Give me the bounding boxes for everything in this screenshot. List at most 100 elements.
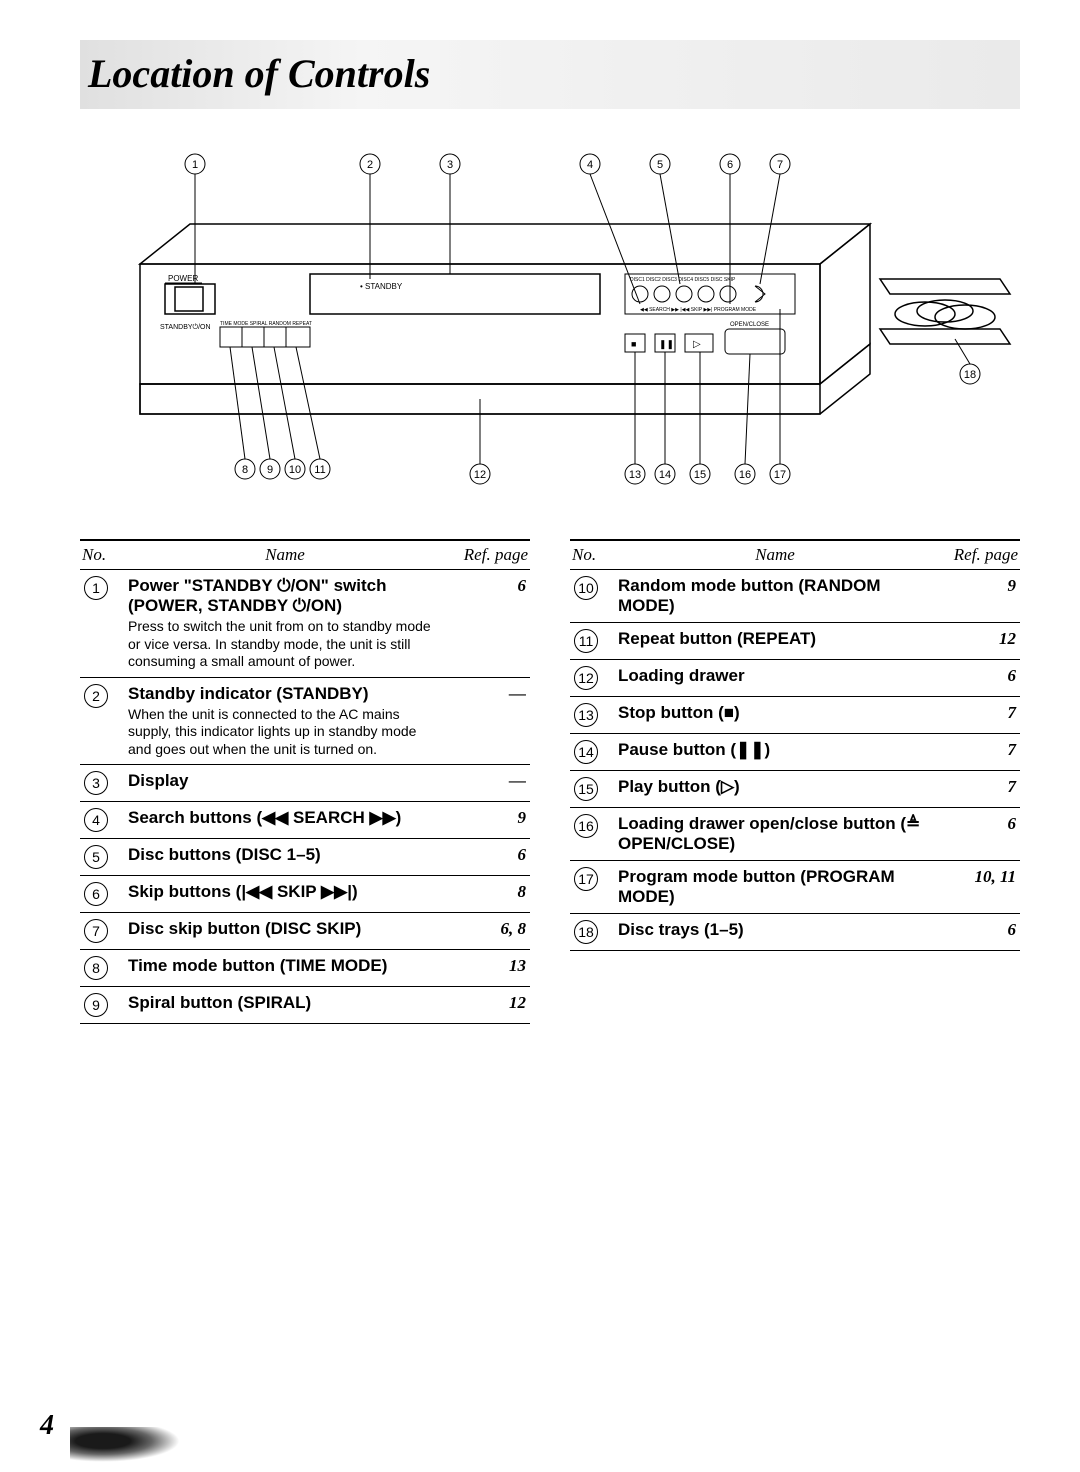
- control-number: 8: [80, 950, 124, 987]
- svg-text:17: 17: [774, 469, 786, 481]
- label-power: POWER: [168, 274, 198, 283]
- svg-text:15: 15: [694, 469, 706, 481]
- control-number: 14: [570, 734, 614, 771]
- control-ref-page: 10, 11: [936, 861, 1020, 914]
- callout-15: 15: [690, 352, 710, 484]
- control-description: Press to switch the unit from on to stan…: [128, 618, 442, 671]
- svg-text:3: 3: [447, 159, 453, 171]
- control-row: 9Spiral button (SPIRAL)12: [80, 987, 530, 1024]
- label-standby-ind: • STANDBY: [360, 282, 403, 291]
- control-number: 7: [80, 913, 124, 950]
- control-row: 16Loading drawer open/close button (≜ OP…: [570, 808, 1020, 861]
- label-standby: STANDBY⏻/ON: [160, 323, 211, 331]
- control-number: 12: [570, 660, 614, 697]
- device-diagram: POWER STANDBY⏻/ON • STANDBY TIME MODE SP…: [80, 129, 1020, 509]
- control-ref-page: 6: [936, 660, 1020, 697]
- callout-4: 4: [580, 154, 640, 304]
- control-row: 11Repeat button (REPEAT)12: [570, 623, 1020, 660]
- svg-text:8: 8: [242, 464, 248, 476]
- svg-text:11: 11: [314, 464, 325, 476]
- control-row: 10Random mode button (RANDOM MODE)9: [570, 570, 1020, 623]
- page-title: Location of Controls: [88, 51, 430, 96]
- control-name: Loading drawer open/close button (≜ OPEN…: [614, 808, 936, 861]
- callout-13: 13: [625, 352, 645, 484]
- control-ref-page: 8: [446, 876, 530, 913]
- control-row: 1Power "STANDBY ⏻/ON" switch (POWER, STA…: [80, 570, 530, 678]
- col-name: Name: [124, 540, 446, 570]
- callout-18: 18: [955, 339, 980, 384]
- control-row: 13Stop button (■)7: [570, 697, 1020, 734]
- control-number: 11: [570, 623, 614, 660]
- control-row: 7Disc skip button (DISC SKIP)6, 8: [80, 913, 530, 950]
- svg-text:5: 5: [657, 159, 663, 171]
- control-name: Power "STANDBY ⏻/ON" switch (POWER, STAN…: [124, 570, 446, 678]
- control-row: 6Skip buttons (|◀◀ SKIP ▶▶|)8: [80, 876, 530, 913]
- page-smudge: [70, 1427, 180, 1462]
- control-name: Program mode button (PROGRAM MODE): [614, 861, 936, 914]
- svg-text:10: 10: [289, 464, 301, 476]
- control-ref-page: 6, 8: [446, 913, 530, 950]
- control-ref-page: 7: [936, 697, 1020, 734]
- control-number: 6: [80, 876, 124, 913]
- svg-text:OPEN/CLOSE: OPEN/CLOSE: [730, 322, 769, 328]
- svg-text:2: 2: [367, 159, 373, 171]
- title-banner: Location of Controls: [80, 40, 1020, 109]
- svg-text:7: 7: [777, 159, 783, 171]
- col-ref: Ref. page: [446, 540, 530, 570]
- control-ref-page: 12: [446, 987, 530, 1024]
- control-row: 3Display—: [80, 765, 530, 802]
- svg-text:14: 14: [659, 469, 671, 481]
- control-ref-page: 6: [936, 808, 1020, 861]
- control-number: 4: [80, 802, 124, 839]
- callout-16: 16: [735, 354, 755, 484]
- control-number: 9: [80, 987, 124, 1024]
- control-row: 18Disc trays (1–5)6: [570, 914, 1020, 951]
- callout-3: 3: [440, 154, 460, 274]
- control-ref-page: —: [446, 677, 530, 765]
- control-description: When the unit is connected to the AC mai…: [128, 706, 442, 759]
- control-name: Time mode button (TIME MODE): [124, 950, 446, 987]
- svg-text:DISC1 DISC2 DISC3 DISC4 DISC5: DISC1 DISC2 DISC3 DISC4 DISC5 DISC SKIP: [630, 277, 736, 283]
- control-name: Search buttons (◀◀ SEARCH ▶▶): [124, 802, 446, 839]
- control-ref-page: 7: [936, 771, 1020, 808]
- svg-text:18: 18: [964, 369, 976, 381]
- manual-page: Location of Controls POWE: [0, 0, 1080, 1472]
- control-row: 17Program mode button (PROGRAM MODE)10, …: [570, 861, 1020, 914]
- left-column: No. Name Ref. page 1Power "STANDBY ⏻/ON"…: [80, 539, 530, 1024]
- control-name: Disc buttons (DISC 1–5): [124, 839, 446, 876]
- col-no: No.: [80, 540, 124, 570]
- control-number: 15: [570, 771, 614, 808]
- callout-8: 8: [230, 347, 255, 479]
- control-name: Repeat button (REPEAT): [614, 623, 936, 660]
- control-number: 1: [80, 570, 124, 678]
- control-row: 8Time mode button (TIME MODE)13: [80, 950, 530, 987]
- control-name: Pause button (❚❚): [614, 734, 936, 771]
- svg-text:12: 12: [474, 469, 486, 481]
- callout-17: 17: [770, 309, 790, 484]
- col-no: No.: [570, 540, 614, 570]
- svg-text:13: 13: [629, 469, 641, 481]
- control-row: 15Play button (▷)7: [570, 771, 1020, 808]
- control-name: Random mode button (RANDOM MODE): [614, 570, 936, 623]
- svg-text:❚❚: ❚❚: [659, 339, 674, 350]
- callout-9: 9: [252, 347, 280, 479]
- control-ref-page: 13: [446, 950, 530, 987]
- svg-text:TIME MODE SPIRAL RANDOM REP: TIME MODE SPIRAL RANDOM REPEAT: [220, 321, 312, 327]
- svg-text:■: ■: [631, 339, 636, 349]
- control-name: Display: [124, 765, 446, 802]
- controls-table-left: No. Name Ref. page 1Power "STANDBY ⏻/ON"…: [80, 539, 530, 1024]
- control-number: 3: [80, 765, 124, 802]
- right-column: No. Name Ref. page 10Random mode button …: [570, 539, 1020, 1024]
- control-ref-page: 7: [936, 734, 1020, 771]
- control-ref-page: 6: [446, 570, 530, 678]
- control-number: 18: [570, 914, 614, 951]
- control-name: Play button (▷): [614, 771, 936, 808]
- controls-columns: No. Name Ref. page 1Power "STANDBY ⏻/ON"…: [80, 539, 1020, 1024]
- control-name: Standby indicator (STANDBY)When the unit…: [124, 677, 446, 765]
- control-ref-page: 6: [936, 914, 1020, 951]
- control-name: Skip buttons (|◀◀ SKIP ▶▶|): [124, 876, 446, 913]
- control-name: Loading drawer: [614, 660, 936, 697]
- control-name: Spiral button (SPIRAL): [124, 987, 446, 1024]
- svg-text:6: 6: [727, 159, 733, 171]
- control-number: 2: [80, 677, 124, 765]
